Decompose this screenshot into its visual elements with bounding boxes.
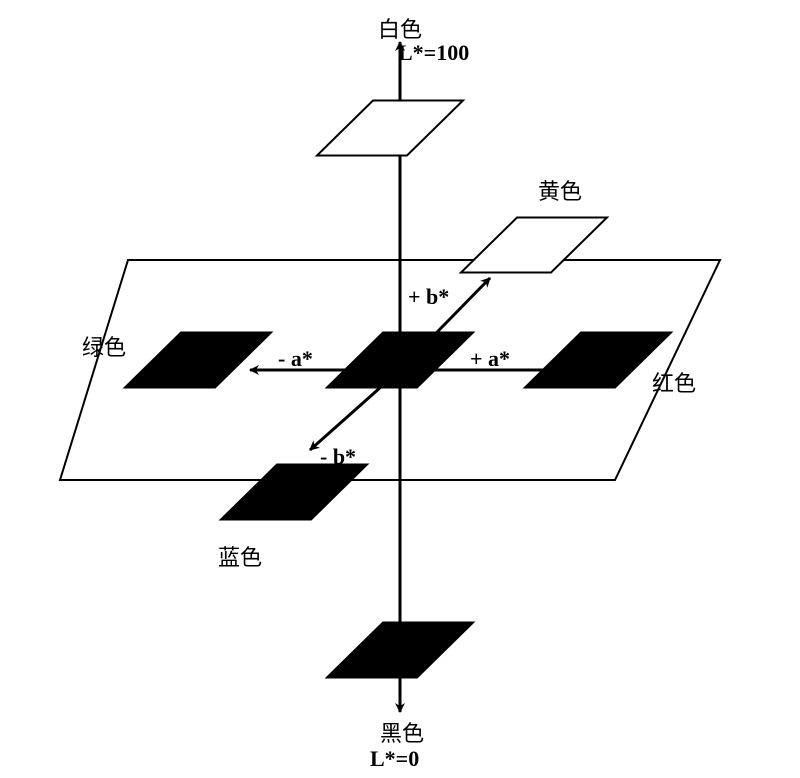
label-white-value: L*=100 (398, 40, 469, 66)
black-tile (327, 623, 473, 678)
label-blue: 蓝色 (218, 540, 262, 572)
blue-tile (221, 465, 367, 520)
label-minus-a: - a* (278, 346, 313, 372)
yellow-tile (461, 218, 607, 273)
label-red: 红色 (652, 366, 696, 398)
white-tile (317, 101, 463, 156)
label-plus-b: + b* (408, 284, 449, 310)
green-tile (125, 333, 271, 388)
label-plus-a: + a* (470, 346, 510, 372)
label-yellow: 黄色 (538, 174, 582, 206)
center-tile (327, 333, 473, 388)
label-black: 黑色 (380, 716, 424, 748)
label-green: 绿色 (82, 330, 126, 362)
label-minus-b: - b* (320, 444, 356, 470)
red-tile (525, 333, 671, 388)
label-black-value: L*=0 (370, 746, 419, 772)
